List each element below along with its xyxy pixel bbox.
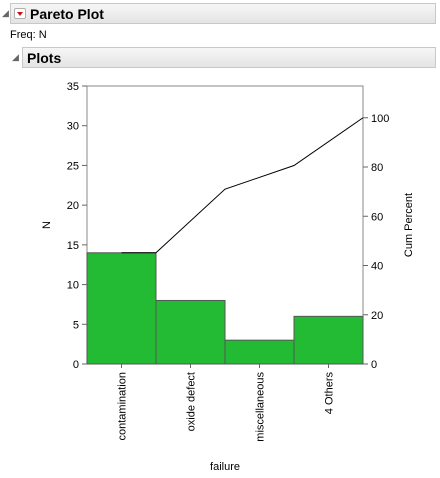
report-title: Pareto Plot <box>30 6 104 22</box>
y-axis-label: N <box>41 221 53 229</box>
bar-oxide-defect <box>155 299 226 365</box>
plots-title: Plots <box>27 50 62 66</box>
cumulative-percent-line <box>121 117 364 254</box>
y-tick-label: 30 <box>67 121 79 133</box>
red-triangle-menu-icon[interactable] <box>14 8 26 19</box>
y2-tick-label: 40 <box>371 261 383 273</box>
y2-tick-label: 60 <box>371 211 383 223</box>
disclosure-triangle-icon[interactable]: ◢ <box>2 8 9 18</box>
disclosure-triangle-icon[interactable]: ◢ <box>12 52 19 62</box>
x-tick-label: 4 Others <box>324 372 336 415</box>
y-tick-label: 20 <box>67 200 79 212</box>
bar-4-others <box>293 315 364 365</box>
x-tick-label: miscellaneous <box>255 372 267 442</box>
y2-tick-label: 80 <box>371 162 383 174</box>
y-tick-label: 35 <box>67 81 79 93</box>
y2-tick-label: 100 <box>371 113 389 125</box>
bar-contamination <box>86 252 157 365</box>
freq-label: Freq: N <box>10 29 47 41</box>
x-axis-label: failure <box>210 461 240 473</box>
y-tick-label: 25 <box>67 160 79 172</box>
bar-miscellaneous <box>224 339 295 365</box>
y-tick-label: 5 <box>73 319 79 331</box>
y-tick-label: 15 <box>67 240 79 252</box>
y-tick-label: 10 <box>67 280 79 292</box>
plots-section-header[interactable]: ◢ Plots <box>12 47 436 68</box>
y2-tick-label: 20 <box>371 310 383 322</box>
y2-axis-label: Cum Percent <box>403 193 415 257</box>
y2-tick-label: 0 <box>371 359 377 371</box>
y-tick-label: 0 <box>73 359 79 371</box>
x-tick-label: contamination <box>117 372 129 441</box>
pareto-plot-header[interactable]: ◢ Pareto Plot <box>2 3 436 24</box>
x-tick-label: oxide defect <box>186 372 198 431</box>
